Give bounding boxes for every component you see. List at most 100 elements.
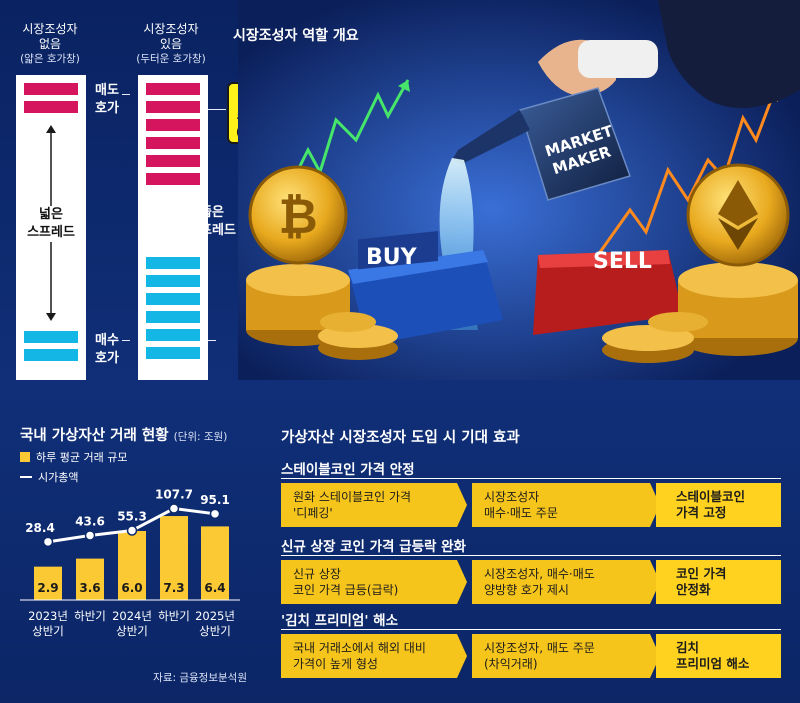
no-mm-header-line2: 없음 xyxy=(38,37,62,51)
bar xyxy=(118,531,146,600)
sell-label: SELL xyxy=(593,249,652,274)
wide-spread-line2: 스프레드 xyxy=(27,225,75,240)
wide-spread-line1: 넓은 xyxy=(39,207,63,222)
ask-level xyxy=(146,173,200,185)
illustration-title: 시장조성자 역할 개요 xyxy=(233,28,359,44)
effect-row-title: 스테이블코인 가격 안정 xyxy=(281,462,415,478)
legend-line-label: 시가총액 xyxy=(38,471,79,484)
effect-action-line: 시장조성자, 매도 주문 xyxy=(484,641,595,655)
bar xyxy=(76,558,104,600)
no-mm-subheader: (얇은 호가창) xyxy=(20,53,80,65)
x-tick-label: 하반기 xyxy=(158,609,190,623)
tick xyxy=(122,94,130,95)
ask-label: 매도 호가 xyxy=(95,82,119,118)
ask-level xyxy=(24,83,78,95)
bid-level xyxy=(146,293,200,305)
line-value-label: 95.1 xyxy=(200,493,230,507)
bid-level xyxy=(146,275,200,287)
effect-problem-line: 가격이 높게 형성 xyxy=(293,657,378,671)
sell-block-stack xyxy=(533,250,683,335)
effect-row-title: '김치 프리미엄' 해소 xyxy=(281,613,399,629)
chart-source: 자료: 금융정보분석원 xyxy=(153,672,247,684)
line-point xyxy=(168,503,180,514)
bar-value-label: 6.4 xyxy=(204,581,225,595)
effect-problem-line: '디페깅' xyxy=(293,506,333,520)
bid-level xyxy=(146,257,200,269)
x-tick-label: 하반기 xyxy=(74,609,106,623)
ask-level xyxy=(146,119,200,131)
x-tick-label: 2024년 xyxy=(112,609,152,623)
line-point xyxy=(209,508,221,520)
bar-value-label: 2.9 xyxy=(37,581,58,595)
chart-title: 국내 가상자산 거래 현황 (단위: 조원) xyxy=(20,424,227,445)
effect-result-box: 코인 가격 안정화 xyxy=(656,560,781,604)
effect-problem-box: 원화 스테이블코인 가격 '디페깅' xyxy=(281,483,467,527)
green-uptrend-line xyxy=(276,79,410,211)
bid-level xyxy=(146,329,200,341)
line-value-label: 107.7 xyxy=(155,488,193,502)
ask-level xyxy=(24,101,78,113)
line-point xyxy=(42,536,54,548)
ask-level xyxy=(146,83,200,95)
chart-unit: (단위: 조원) xyxy=(173,431,228,443)
effect-result-line: 안정화 xyxy=(676,582,711,597)
thick-order-book xyxy=(138,75,208,380)
narrow-spread-line2: 스프레드 xyxy=(188,223,236,238)
effect-result-line: 코인 가격 xyxy=(676,566,727,581)
x-tick-label: 2025년 xyxy=(195,609,235,623)
effect-action-box: 시장조성자, 매수·매도 양방향 호가 제시 xyxy=(472,560,660,604)
no-mm-header: 시장조성자 없음 (얇은 호가창) xyxy=(12,22,88,67)
line-value-label: 43.6 xyxy=(75,514,105,528)
effect-action-line: 시장조성자 xyxy=(484,490,540,504)
bid-level xyxy=(24,349,78,361)
ask-level xyxy=(146,101,200,113)
effect-problem-box: 신규 상장 코인 가격 급등(급락) xyxy=(281,560,467,604)
chart-title-text: 국내 가상자산 거래 현황 xyxy=(20,428,169,444)
buy-label: BUY xyxy=(366,245,418,270)
bid-level xyxy=(24,331,78,343)
tick xyxy=(122,340,130,341)
bar-value-label: 3.6 xyxy=(79,581,100,595)
ask-label-line2: 호가 xyxy=(95,101,119,116)
bar xyxy=(34,566,62,600)
effect-result-line: 김치 xyxy=(676,640,700,655)
line-point xyxy=(84,530,96,541)
bid-level xyxy=(146,311,200,323)
svg-text:₿: ₿ xyxy=(278,189,317,245)
effect-action-box: 시장조성자, 매도 주문 (차익거래) xyxy=(472,634,660,678)
effect-row-divider xyxy=(281,555,781,556)
effect-result-box: 스테이블코인 가격 고정 xyxy=(656,483,781,527)
mm-header-line2: 있음 xyxy=(159,37,183,51)
effect-row-divider xyxy=(281,629,781,630)
effect-result-line: 가격 고정 xyxy=(676,505,727,520)
mm-subheader: (두터운 호가창) xyxy=(136,53,206,65)
small-coin-icon xyxy=(318,312,398,360)
no-mm-header-line1: 시장조성자 xyxy=(22,22,78,36)
effect-problem-line: 국내 거래소에서 해외 대비 xyxy=(293,641,426,655)
x-tick-label-line2: 상반기 xyxy=(199,624,231,638)
tick xyxy=(208,340,216,341)
effect-row-title: 신규 상장 코인 가격 급등락 완화 xyxy=(281,539,466,555)
mm-header: 시장조성자 있음 (두터운 호가창) xyxy=(130,22,212,67)
bar xyxy=(201,526,229,600)
effect-action-line: 시장조성자, 매수·매도 xyxy=(484,567,595,581)
legend-line: 시가총액 xyxy=(20,471,78,485)
bar xyxy=(160,516,188,600)
bar-value-label: 6.0 xyxy=(121,581,142,595)
effect-action-line: 매수·매도 주문 xyxy=(484,506,558,520)
line-value-label: 55.3 xyxy=(117,510,147,524)
market-maker-illustration: MARKET MAKER BUY SELL ₿ xyxy=(238,0,800,380)
bid-label: 매수 호가 xyxy=(95,332,119,368)
narrow-spread-label: 좁은 스프레드 xyxy=(180,204,244,240)
effect-row-divider xyxy=(281,478,781,479)
x-tick-label: 2023년 xyxy=(28,609,68,623)
trading-chart: 2.9 3.6 6.0 7.3 6.4 28.4 43.6 55.3 107.7 95.1 2023… xyxy=(20,488,240,638)
buy-block-stack xyxy=(348,230,503,345)
bar-value-label: 7.3 xyxy=(163,581,184,595)
x-tick-label-line2: 상반기 xyxy=(32,624,64,638)
watering-can-icon: MARKET MAKER xyxy=(452,87,631,201)
line-value-label: 28.4 xyxy=(25,521,55,535)
line-point xyxy=(126,525,138,536)
